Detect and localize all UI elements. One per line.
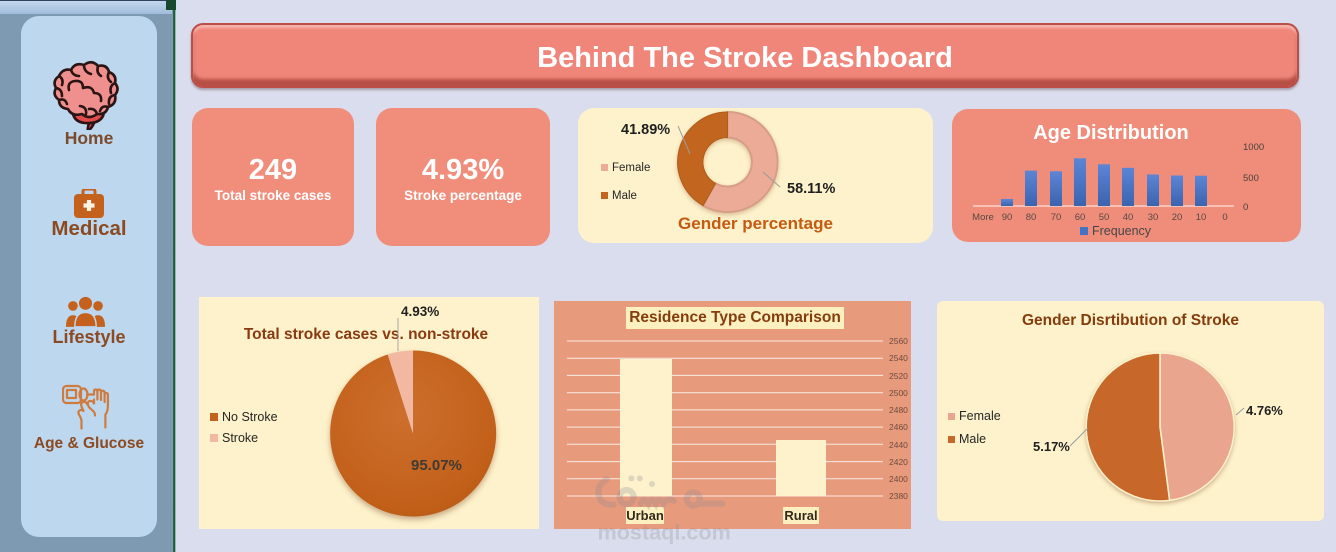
svg-text:2400: 2400: [889, 474, 908, 484]
svg-text:2560: 2560: [889, 336, 908, 346]
svg-text:10: 10: [1196, 212, 1207, 223]
svg-text:70: 70: [1051, 212, 1062, 223]
svg-text:20: 20: [1172, 212, 1183, 223]
svg-text:mostaql.com: mostaql.com: [598, 519, 731, 544]
svg-text:2380: 2380: [889, 491, 908, 501]
svg-text:Frequency: Frequency: [1092, 224, 1152, 238]
svg-text:500: 500: [1243, 173, 1259, 184]
svg-text:50: 50: [1099, 212, 1110, 223]
svg-text:1000: 1000: [1243, 142, 1264, 153]
svg-text:90: 90: [1002, 212, 1013, 223]
svg-text:30: 30: [1148, 212, 1159, 223]
svg-text:2420: 2420: [889, 457, 908, 467]
svg-text:More: More: [972, 212, 994, 223]
svg-text:0: 0: [1243, 202, 1248, 213]
svg-text:2440: 2440: [889, 440, 908, 450]
svg-text:40: 40: [1123, 212, 1134, 223]
svg-text:2500: 2500: [889, 388, 908, 398]
svg-text:80: 80: [1026, 212, 1037, 223]
svg-text:0: 0: [1222, 212, 1227, 223]
svg-text:2520: 2520: [889, 371, 908, 381]
svg-text:60: 60: [1075, 212, 1086, 223]
svg-text:2480: 2480: [889, 405, 908, 415]
svg-text:2460: 2460: [889, 422, 908, 432]
svg-text:2540: 2540: [889, 353, 908, 363]
